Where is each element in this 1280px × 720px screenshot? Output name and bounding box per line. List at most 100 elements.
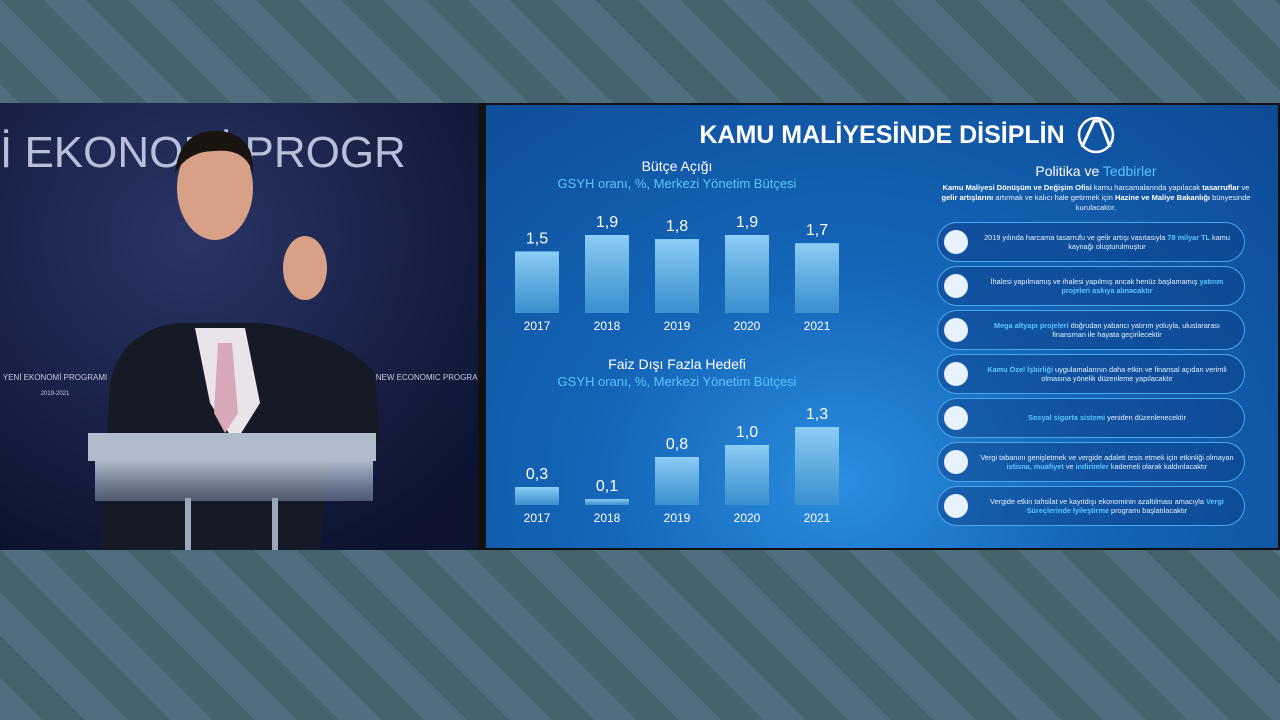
icon bbox=[944, 362, 968, 386]
text: kamu kaynağı oluşturulmuştur bbox=[1068, 232, 1230, 252]
backdrop-years: 2019-2021 bbox=[41, 391, 70, 397]
x-tick-label: 2017 bbox=[524, 319, 551, 333]
policy-text: Vergi tabanını genişletmek ve vergide ad… bbox=[980, 443, 1234, 481]
podium-leg bbox=[185, 498, 191, 550]
value-label: 1,5 bbox=[526, 230, 548, 247]
policy-heading: Politika ve Tedbirler bbox=[946, 163, 1246, 179]
highlight-text: indirimler bbox=[1075, 462, 1109, 471]
policy-paragraph: İhalesi yapılmamış ve ihalesi yapılmış a… bbox=[980, 277, 1234, 296]
x-tick-label: 2017 bbox=[524, 511, 551, 525]
slide: Bütçe Açığı GSYH oranı, %, Merkezi Yöneti… bbox=[486, 105, 1278, 548]
bar-shade bbox=[795, 243, 839, 313]
x-tick-label: 2019 bbox=[664, 319, 691, 333]
value-label: 0,3 bbox=[526, 466, 548, 483]
x-tick-label: 2020 bbox=[734, 511, 761, 525]
policy-text: Kamu Özel İşbirliği uygulamalarının daha… bbox=[980, 355, 1234, 393]
podium-glass bbox=[95, 461, 373, 501]
text: ve bbox=[1063, 462, 1076, 471]
policy-item: 2019 yılında harcama tasarrufu ve gelir … bbox=[937, 222, 1245, 262]
highlight-text: Tedbirler bbox=[1102, 163, 1157, 179]
value-label: 0,8 bbox=[666, 436, 688, 453]
bar-shade bbox=[515, 487, 559, 505]
policy-item: Vergide etkin tahsilat ve kayıtdışı ekon… bbox=[937, 486, 1245, 526]
x-tick-label: 2020 bbox=[734, 319, 761, 333]
text: ve bbox=[1239, 183, 1250, 192]
policy-paragraph: Vergi tabanını genişletmek ve vergide ad… bbox=[980, 453, 1234, 472]
podium-leg bbox=[272, 498, 278, 550]
policy-paragraph: Kamu Özel İşbirliği uygulamalarının daha… bbox=[980, 365, 1234, 384]
text: artırmak ve kalıcı hale getirmek için bbox=[993, 193, 1115, 202]
head bbox=[177, 136, 253, 240]
policy-item: Sosyal sigorta sistemi yeniden düzenlene… bbox=[937, 398, 1245, 438]
x-tick-label: 2018 bbox=[594, 319, 621, 333]
policy-text: İhalesi yapılmamış ve ihalesi yapılmış a… bbox=[980, 267, 1234, 305]
highlight-text: Kamu Özel İşbirliği bbox=[987, 364, 1054, 374]
policy-text: 2019 yılında harcama tasarrufu ve gelir … bbox=[980, 223, 1234, 261]
text: kademeli olarak kaldırılacaktır bbox=[1108, 462, 1208, 471]
icon bbox=[944, 406, 968, 430]
text: kamu harcamalarında yapılacak bbox=[1091, 183, 1203, 192]
policy-paragraph: 2019 yılında harcama tasarrufu ve gelir … bbox=[980, 233, 1234, 252]
text: Politika ve bbox=[1035, 163, 1103, 179]
backdrop-logo: YENİ EKONOMİ PROGRAMI bbox=[3, 373, 107, 382]
value-label: 1,0 bbox=[736, 424, 758, 441]
icon bbox=[944, 318, 968, 342]
policy-item: Kamu Özel İşbirliği uygulamalarının daha… bbox=[937, 354, 1245, 394]
x-tick-label: 2021 bbox=[804, 319, 831, 333]
policy-text: Sosyal sigorta sistemi yeniden düzenlene… bbox=[980, 399, 1234, 437]
chart-title: Faiz Dışı Fazla Hedefi bbox=[608, 356, 746, 372]
charts: Bütçe Açığı GSYH oranı, %, Merkezi Yöneti… bbox=[515, 158, 839, 525]
text: Vergide etkin tahsilat ve kayıtdışı ekon… bbox=[990, 496, 1206, 506]
backdrop-logo: NEW ECONOMIC PROGRAM bbox=[376, 373, 478, 382]
policy-intro: Kamu Maliyesi Dönüşüm ve Değişim Ofisi k… bbox=[938, 183, 1254, 213]
slide-title: KAMU MALİYESİNDE DİSİPLİN bbox=[699, 121, 1065, 149]
highlight-text: Sosyal sigorta sistemi bbox=[1028, 413, 1106, 423]
highlight-text: 78 milyar TL bbox=[1167, 232, 1211, 242]
text: Vergi tabanını genişletmek ve vergide ad… bbox=[980, 452, 1234, 462]
chart-title: Bütçe Açığı bbox=[642, 158, 713, 174]
hair bbox=[175, 130, 254, 173]
policy-item: Mega altyapı projeleri doğrudan yabancı … bbox=[937, 310, 1245, 350]
highlight-text: yatırım projeleri askıya alınacaktır bbox=[1061, 276, 1224, 296]
policy-item: Vergi tabanını genişletmek ve vergide ad… bbox=[937, 442, 1245, 482]
bold-text: Kamu Maliyesi Dönüşüm ve Değişim Ofisi bbox=[942, 183, 1092, 192]
x-tick-label: 2018 bbox=[594, 511, 621, 525]
text: programı başlatılacaktır bbox=[1109, 506, 1188, 515]
x-tick-label: 2021 bbox=[804, 511, 831, 525]
text: yeniden düzenlenecektir bbox=[1105, 413, 1186, 423]
value-label: 1,9 bbox=[736, 214, 758, 231]
x-tick-label: 2019 bbox=[664, 511, 691, 525]
policy-item: İhalesi yapılmamış ve ihalesi yapılmış a… bbox=[937, 266, 1245, 306]
icon bbox=[944, 450, 968, 474]
policy-paragraph: Sosyal sigorta sistemi yeniden düzenlene… bbox=[1028, 413, 1186, 423]
bar-shade bbox=[655, 457, 699, 505]
text: 2019 yılında harcama tasarrufu ve gelir … bbox=[984, 232, 1168, 242]
hand bbox=[283, 236, 327, 300]
bar-shade bbox=[655, 239, 699, 313]
text: İhalesi yapılmamış ve ihalesi yapılmış a… bbox=[990, 276, 1200, 286]
bar-shade bbox=[515, 251, 559, 313]
policy-text: Mega altyapı projeleri doğrudan yabancı … bbox=[980, 311, 1234, 349]
bar-shade bbox=[795, 427, 839, 505]
podium-top bbox=[88, 433, 376, 461]
text: uygulamalarının daha etkin ve finansal a… bbox=[1041, 364, 1227, 384]
value-label: 1,9 bbox=[596, 214, 618, 231]
value-label: 1,3 bbox=[806, 406, 828, 423]
chart-subtitle: GSYH oranı, %, Merkezi Yönetim Bütçesi bbox=[558, 374, 797, 389]
value-label: 1,8 bbox=[666, 218, 688, 235]
icon bbox=[944, 274, 968, 298]
bar-shade bbox=[585, 499, 629, 505]
value-label: 0,1 bbox=[596, 478, 618, 495]
bar-shade bbox=[725, 445, 769, 505]
icon bbox=[944, 230, 968, 254]
value-label: 1,7 bbox=[806, 222, 828, 239]
bold-text: gelir artışlarını bbox=[941, 193, 994, 202]
bar-shade bbox=[585, 235, 629, 313]
chart-subtitle: GSYH oranı, %, Merkezi Yönetim Bütçesi bbox=[558, 176, 797, 191]
text: bünyesinde kurulacaktır. bbox=[1075, 193, 1251, 212]
highlight-text: Vergi Süreçlerinde İyileştirme bbox=[1026, 496, 1224, 516]
logo bbox=[1077, 116, 1115, 154]
policy-paragraph: Mega altyapı projeleri doğrudan yabancı … bbox=[980, 321, 1234, 340]
icon bbox=[944, 494, 968, 518]
